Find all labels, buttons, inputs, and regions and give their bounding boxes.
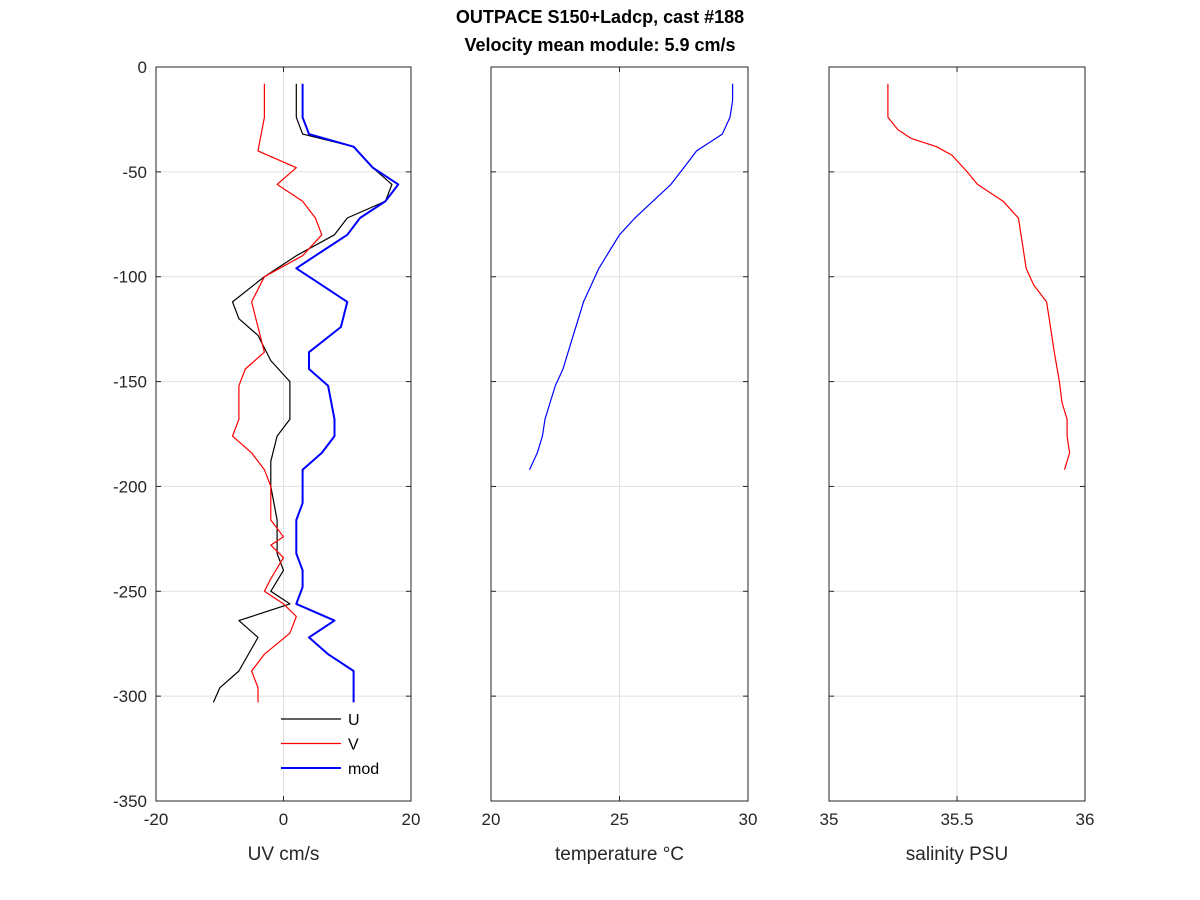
- y-tick-label: 0: [138, 58, 147, 77]
- x-tick-label: -20: [144, 810, 169, 829]
- series-line-panel2: [528, 83, 734, 470]
- y-tick-label: -350: [113, 792, 147, 811]
- x-tick-label: 20: [482, 810, 501, 829]
- x-tick-label: 30: [739, 810, 758, 829]
- series-line-u: [212, 83, 393, 703]
- y-tick-label: -50: [122, 163, 147, 182]
- axes-frame: [155, 66, 412, 802]
- y-tick-label: -300: [113, 687, 147, 706]
- x-tick-label: 0: [279, 810, 288, 829]
- y-tick-label: -250: [113, 582, 147, 601]
- series-line-v: [231, 83, 323, 703]
- axes-frame: [828, 66, 1086, 802]
- x-axis-label: temperature °C: [555, 844, 684, 865]
- y-tick-label: -100: [113, 268, 147, 287]
- x-tick-label: 35.5: [940, 810, 973, 829]
- x-tick-label: 20: [402, 810, 421, 829]
- x-tick-label: 35: [820, 810, 839, 829]
- x-axis-label: UV cm/s: [248, 844, 320, 865]
- x-tick-label: 25: [610, 810, 629, 829]
- y-tick-label: -200: [113, 477, 147, 496]
- chart-title: OUTPACE S150+Ladcp, cast #188: [455, 7, 745, 27]
- series-line-mod: [295, 83, 400, 703]
- series-line-panel3: [887, 83, 1071, 470]
- y-tick-label: -150: [113, 373, 147, 392]
- chart-subtitle: Velocity mean module: 5.9 cm/s: [464, 35, 736, 55]
- legend-label-u: U: [348, 712, 360, 729]
- x-tick-label: 36: [1076, 810, 1095, 829]
- x-axis-label: salinity PSU: [906, 844, 1008, 865]
- axes-frame: [490, 66, 749, 802]
- legend-label-mod: mod: [348, 761, 379, 778]
- legend-label-v: V: [348, 737, 359, 754]
